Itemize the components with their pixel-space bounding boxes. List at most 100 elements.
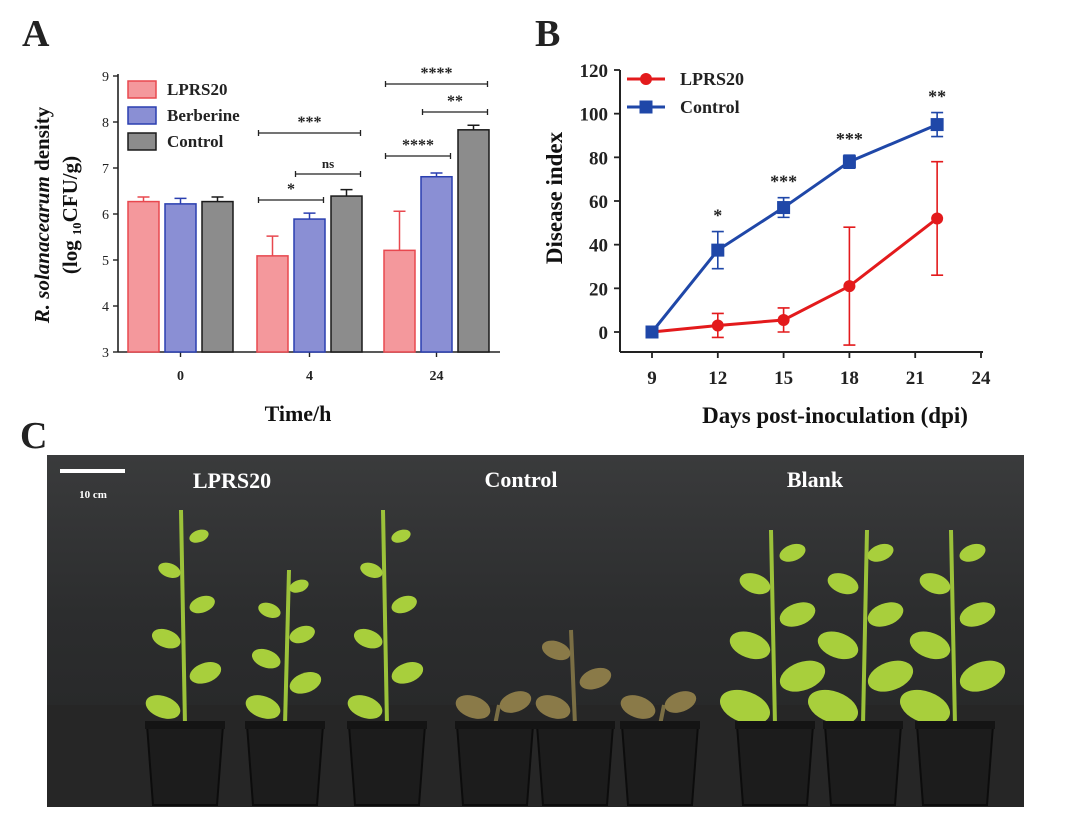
plant-photo: 10 cm LPRS20 Control Blank bbox=[47, 455, 1024, 807]
b-x-tick-label: 18 bbox=[840, 368, 859, 389]
plant-pot bbox=[620, 724, 700, 806]
plant-leaf bbox=[579, 667, 612, 690]
plant-stem bbox=[179, 509, 187, 726]
plant-stem bbox=[861, 529, 869, 726]
plant-leaf bbox=[499, 691, 532, 713]
plant-leaf bbox=[391, 662, 424, 684]
b-point-control bbox=[842, 155, 856, 169]
plant-leaf bbox=[391, 595, 417, 614]
plant-leaf bbox=[959, 602, 996, 627]
plant-leaf bbox=[258, 602, 281, 618]
plant-leaf bbox=[867, 602, 904, 627]
a-significance-label: *** bbox=[298, 114, 322, 131]
b-x-axis-label: Days post-inoculation (dpi) bbox=[702, 403, 968, 428]
plant-leaf bbox=[158, 562, 181, 578]
a-y-tick-label: 4 bbox=[102, 300, 109, 315]
plant-leaf bbox=[541, 640, 571, 661]
plant-pot-rim bbox=[735, 721, 815, 729]
panel-c-label: C bbox=[20, 415, 48, 457]
a-bar-lprs20 bbox=[256, 255, 289, 353]
a-x-tick-label: 0 bbox=[177, 369, 184, 384]
b-y-tick-label: 0 bbox=[599, 323, 609, 344]
a-significance-bracket bbox=[257, 130, 362, 136]
plant-pot-rim bbox=[535, 721, 615, 729]
plant-leaf bbox=[867, 660, 914, 692]
plant-leaf bbox=[739, 573, 771, 595]
svg-text:R. solanacearum density: R. solanacearum density bbox=[30, 106, 54, 324]
plant-leaf bbox=[353, 628, 383, 649]
a-error-bar bbox=[393, 210, 406, 251]
plant-pot-rim bbox=[620, 721, 700, 729]
b-point-lprs20 bbox=[777, 313, 790, 326]
plant-leaf bbox=[391, 529, 411, 543]
a-legend-swatch bbox=[127, 106, 157, 125]
plant-leaf bbox=[664, 691, 697, 713]
plant-leaf bbox=[151, 628, 181, 649]
b-point-control bbox=[711, 243, 725, 257]
plant-stem bbox=[769, 529, 777, 726]
plant-leaf bbox=[719, 689, 771, 725]
b-significance-label: * bbox=[713, 206, 722, 226]
plant-pot bbox=[455, 724, 535, 806]
b-point-control bbox=[777, 201, 791, 215]
plant-stem bbox=[381, 509, 389, 726]
plant-leaf bbox=[919, 573, 951, 595]
a-significance-bracket bbox=[257, 197, 325, 203]
plant-leaf bbox=[807, 689, 859, 725]
plant-leaf bbox=[535, 695, 571, 719]
plant-leaf bbox=[189, 529, 209, 543]
a-y-axis-label: R. solanacearum density (log ₁₀CFU/g) bbox=[30, 106, 82, 324]
photo-label-control: Control bbox=[485, 467, 558, 492]
scale-bar-label: 10 cm bbox=[79, 489, 107, 501]
b-x-tick-label: 24 bbox=[972, 368, 992, 389]
a-significance-label: ** bbox=[447, 93, 463, 110]
a-error-bar bbox=[266, 235, 279, 256]
b-legend-label: Control bbox=[680, 97, 740, 117]
plant-pot-rim bbox=[347, 721, 427, 729]
a-error-bar bbox=[340, 188, 353, 197]
a-y-tick-label: 5 bbox=[102, 254, 109, 269]
b-point-lprs20 bbox=[711, 319, 724, 332]
plant-pot bbox=[735, 724, 815, 806]
a-y-label-italic: R. solanacearum bbox=[30, 176, 54, 324]
photo-label-blank: Blank bbox=[787, 467, 844, 492]
b-y-axis-label: Disease index bbox=[542, 131, 567, 264]
a-y-label-line2: (log ₁₀CFU/g) bbox=[58, 156, 82, 274]
a-legend-swatch bbox=[127, 80, 157, 99]
bar-chart-panel-a: R. solanacearum density (log ₁₀CFU/g) Ti… bbox=[30, 65, 500, 426]
a-significance-bracket bbox=[384, 153, 452, 159]
b-legend-marker bbox=[639, 100, 653, 114]
b-x-tick-label: 12 bbox=[708, 368, 727, 389]
b-y-tick-label: 40 bbox=[589, 236, 608, 257]
plant-leaf bbox=[909, 631, 951, 660]
plant-pot-rim bbox=[823, 721, 903, 729]
panel-b-label: B bbox=[535, 13, 561, 55]
plant-pot bbox=[535, 724, 615, 806]
a-legend-label: Control bbox=[167, 132, 224, 151]
b-y-tick-label: 80 bbox=[589, 148, 608, 169]
b-point-control bbox=[930, 118, 944, 132]
a-significance-bracket bbox=[421, 109, 489, 115]
a-y-tick-label: 7 bbox=[102, 162, 109, 177]
a-bar-berberine bbox=[293, 218, 326, 353]
b-x-tick-label: 9 bbox=[647, 368, 657, 389]
a-significance-bracket bbox=[384, 81, 489, 87]
b-legend-label: LPRS20 bbox=[680, 69, 744, 89]
a-bar-control bbox=[201, 200, 234, 353]
a-legend-label: Berberine bbox=[167, 106, 240, 125]
plant-stem bbox=[569, 629, 577, 726]
b-significance-label: *** bbox=[836, 129, 863, 149]
panel-a-label: A bbox=[22, 13, 50, 55]
plant-pot-rim bbox=[455, 721, 535, 729]
a-significance-bracket bbox=[294, 171, 362, 177]
a-y-tick-label: 6 bbox=[102, 208, 109, 223]
plant-leaf bbox=[455, 695, 491, 719]
a-x-tick-label: 4 bbox=[306, 369, 313, 384]
a-error-bar bbox=[303, 212, 316, 220]
b-x-tick-label: 21 bbox=[906, 368, 925, 389]
plant-leaf bbox=[729, 631, 771, 660]
plant-leaf bbox=[620, 695, 656, 719]
plant-leaf bbox=[817, 631, 859, 660]
a-significance-label: * bbox=[287, 181, 295, 198]
plant-pot-rim bbox=[245, 721, 325, 729]
